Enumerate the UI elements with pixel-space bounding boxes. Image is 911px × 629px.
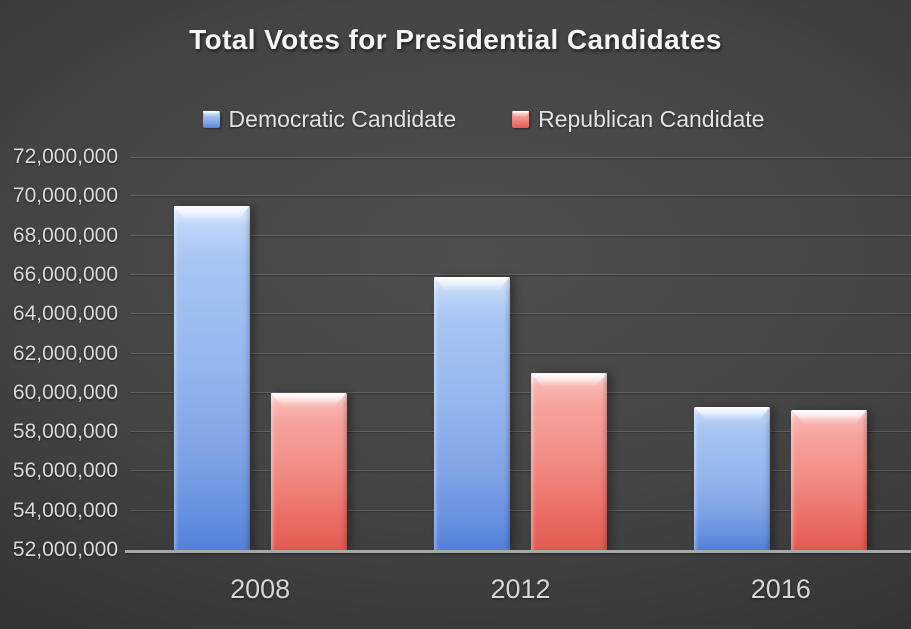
bar-republican-2008 [270, 392, 347, 550]
x-axis-label: 2012 [490, 574, 551, 604]
y-axis-tick-label: 66,000,000 [12, 262, 118, 286]
chart-legend: Democratic Candidate Republican Candidat… [202, 106, 764, 133]
gridline [130, 273, 911, 275]
y-axis: 52,000,000 54,000,000 56,000,000 58,000,000… [0, 145, 118, 561]
gridline [130, 509, 911, 511]
gridline [130, 313, 911, 315]
legend-label-democratic: Democratic Candidate [228, 106, 457, 132]
legend-item-republican: Republican Candidate [512, 106, 764, 133]
y-axis-tick-label: 52,000,000 [12, 538, 118, 561]
legend-swatch-republican-icon [512, 111, 530, 128]
y-axis-tick-label: 56,000,000 [12, 459, 118, 483]
chart-title: Total Votes for Presidential Candidates [189, 24, 722, 55]
y-axis-tick-label: 60,000,000 [12, 380, 118, 404]
x-axis: 2008 2012 2016 [130, 574, 911, 614]
bar-republican-2012 [531, 373, 607, 550]
bar-democratic-2016 [694, 406, 771, 550]
y-axis-tick-label: 58,000,000 [12, 420, 118, 444]
gridline [130, 431, 911, 433]
y-axis-tick-label: 72,000,000 [12, 145, 118, 168]
plot-area [125, 157, 911, 553]
gridline [130, 352, 911, 354]
y-axis-tick-label: 64,000,000 [12, 302, 118, 326]
gridline [130, 195, 911, 197]
legend-label-republican: Republican Candidate [538, 106, 765, 132]
gridline [130, 234, 911, 236]
x-axis-label: 2016 [750, 574, 811, 604]
legend-swatch-democratic-icon [202, 111, 220, 128]
y-axis-tick-label: 54,000,000 [12, 498, 118, 522]
x-axis-label: 2008 [230, 574, 291, 604]
gridline [130, 157, 911, 158]
bar-democratic-2008 [173, 206, 250, 550]
y-axis-tick-label: 62,000,000 [12, 341, 118, 365]
y-axis-tick-label: 68,000,000 [12, 223, 118, 247]
bar-democratic-2012 [434, 276, 510, 550]
y-axis-tick-label: 70,000,000 [12, 184, 118, 208]
bar-republican-2016 [791, 409, 868, 550]
gridline [130, 391, 911, 393]
legend-item-democratic: Democratic Candidate [202, 106, 457, 133]
x-axis-line [125, 550, 911, 553]
gridline [130, 470, 911, 472]
